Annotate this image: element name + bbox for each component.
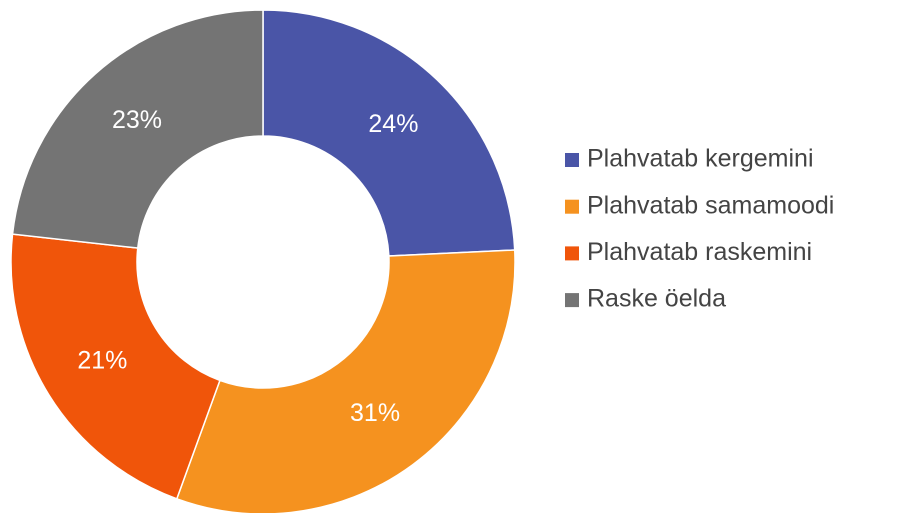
data-label: 23%: [112, 106, 162, 134]
legend-swatch: [565, 293, 579, 308]
slice: [175, 249, 516, 513]
data-label: 21%: [77, 346, 127, 374]
slice: [11, 9, 264, 249]
legend-swatch: [565, 246, 579, 261]
legend-label: Raske öelda: [587, 285, 726, 313]
legend-swatch: [565, 153, 579, 167]
data-label: 31%: [350, 399, 400, 427]
legend-swatch: [565, 199, 579, 214]
slice: [10, 233, 221, 500]
legend-label: Plahvatab samamoodi: [587, 191, 834, 219]
data-label: 24%: [368, 110, 418, 138]
slice: [262, 9, 516, 257]
legend-label: Plahvatab raskemini: [587, 238, 812, 266]
legend-label: Plahvatab kergemini: [587, 145, 814, 173]
